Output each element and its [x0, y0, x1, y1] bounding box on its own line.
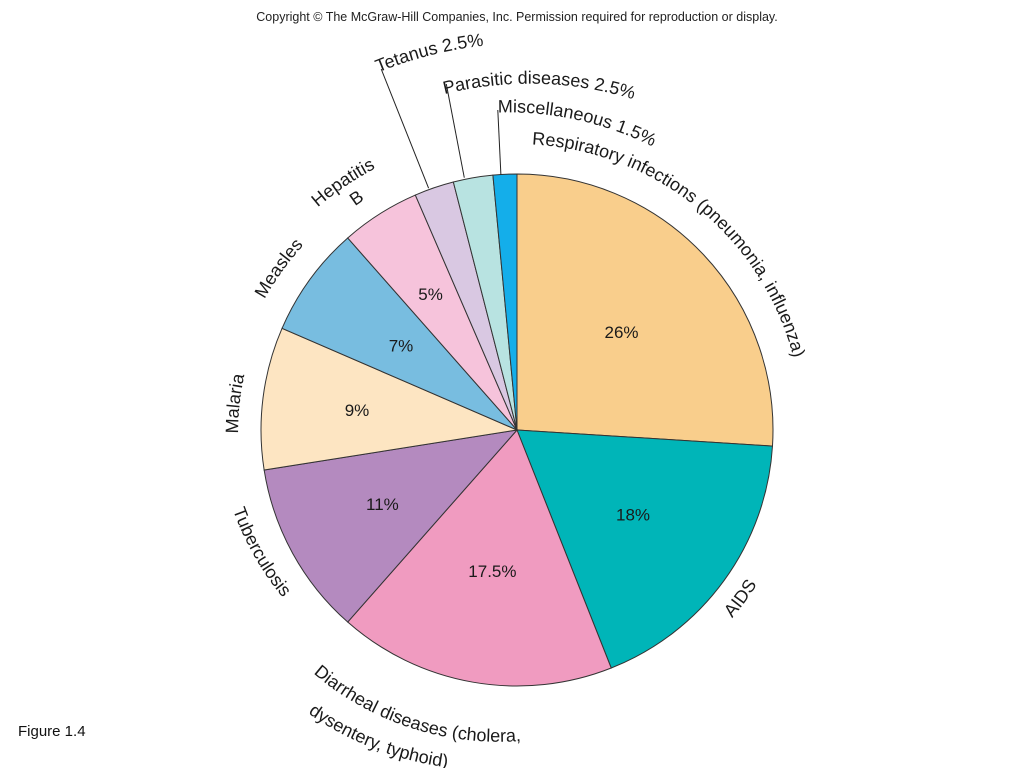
category-label-measles: Measles — [251, 234, 307, 301]
copyright-notice: Copyright © The McGraw-Hill Companies, I… — [256, 10, 778, 24]
slice-percent-label-measles: 7% — [389, 337, 414, 356]
leader-line-miscellaneous — [497, 109, 502, 175]
pie-slice-tuberculosis — [263, 429, 519, 623]
category-label-aids: AIDS — [720, 576, 761, 621]
category-label-tetanus: Tetanus 2.5% — [372, 30, 484, 76]
pie-slice-respiratory-infections-pneumonia-influenza — [516, 173, 774, 447]
slice-percent-label-hepatitis-b: 5% — [418, 285, 443, 304]
pie-slice-miscellaneous — [492, 173, 518, 431]
leader-line-parasitic — [445, 83, 465, 178]
pie-slice-measles — [281, 237, 518, 431]
category-label-malaria: Malaria — [222, 371, 248, 434]
slice-percent-label-respiratory-infections-pneumonia-influenza: 26% — [604, 323, 638, 342]
category-label-hepatitis-line1: Hepatitis — [308, 154, 378, 210]
leader-line-tetanus — [380, 68, 430, 189]
figure-caption: Figure 1.4 — [18, 723, 86, 740]
pie-slice-diarrheal-diseases-cholera-dysentery-typhoid — [346, 429, 612, 687]
pie-slice-malaria — [260, 327, 519, 471]
slice-percent-label-aids: 18% — [616, 505, 650, 524]
slice-percent-label-diarrheal-diseases-cholera-dysentery-typhoid: 17.5% — [468, 562, 516, 581]
pie-slice-aids — [516, 429, 774, 669]
slice-percent-label-tuberculosis: 11% — [366, 495, 399, 514]
slice-percent-label-malaria: 9% — [345, 401, 370, 420]
category-label-hepatitis-line2: B — [346, 186, 367, 209]
